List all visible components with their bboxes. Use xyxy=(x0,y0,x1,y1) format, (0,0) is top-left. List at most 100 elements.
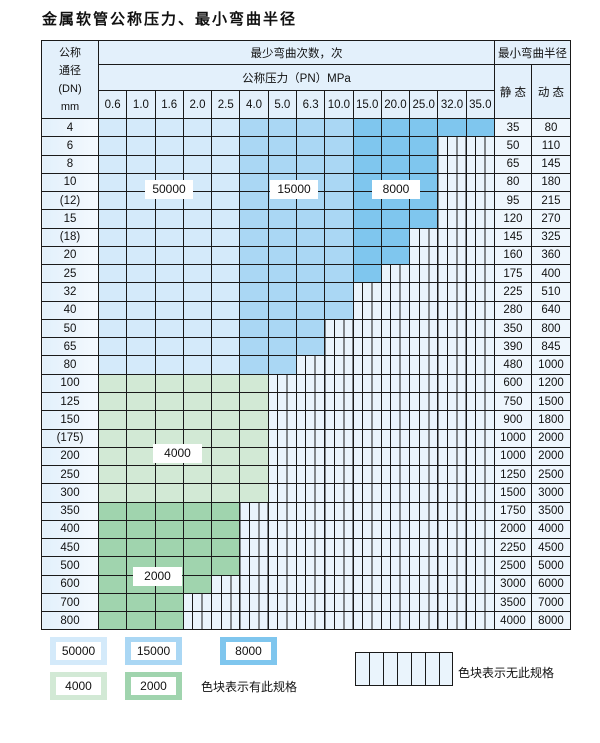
spec-available-cell xyxy=(126,519,156,540)
spec-available-cell xyxy=(126,154,156,174)
spec-available-cell xyxy=(267,154,297,174)
spec-available-cell xyxy=(182,227,213,247)
spec-unavailable-cell xyxy=(295,592,326,613)
spec-available-cell xyxy=(239,391,269,412)
spec-unavailable-cell xyxy=(437,172,467,193)
spec-available-cell xyxy=(126,245,156,266)
spec-available-cell xyxy=(126,300,156,320)
spec-available-cell xyxy=(267,337,297,357)
spec-available-cell xyxy=(182,574,213,594)
spec-available-cell xyxy=(295,227,326,247)
pressure-col-1.0: 1.0 xyxy=(126,90,156,119)
spec-unavailable-cell xyxy=(380,556,411,576)
spec-available-cell xyxy=(182,209,213,229)
spec-unavailable-cell xyxy=(380,300,411,320)
dynamic-radius-cell: 6000 xyxy=(530,574,571,594)
dynamic-radius-cell: 80 xyxy=(530,117,571,138)
spec-unavailable-cell xyxy=(409,337,439,357)
spec-unavailable-cell xyxy=(324,355,354,375)
spec-unavailable-cell xyxy=(409,245,439,266)
spec-unavailable-cell xyxy=(352,300,382,320)
table-row: 400 2000 4000 xyxy=(41,519,571,540)
spec-available-cell xyxy=(211,318,241,339)
spec-unavailable-cell xyxy=(409,538,439,558)
dynamic-radius-cell: 800 xyxy=(530,318,571,339)
spec-unavailable-cell xyxy=(465,337,495,357)
pressure-header: 公称压力（PN）MPa xyxy=(98,64,495,91)
dynamic-radius-cell: 640 xyxy=(530,300,571,320)
spec-unavailable-cell xyxy=(380,318,411,339)
spec-available-cell xyxy=(295,117,326,138)
spec-available-cell xyxy=(267,227,297,247)
spec-unavailable-cell xyxy=(295,501,326,521)
dn-cell: 700 xyxy=(41,592,99,613)
spec-unavailable-cell xyxy=(352,465,382,485)
spec-unavailable-cell xyxy=(465,391,495,412)
spec-unavailable-cell xyxy=(465,538,495,558)
dynamic-radius-cell: 2000 xyxy=(530,428,571,448)
spec-available-cell xyxy=(211,483,241,503)
spec-unavailable-cell xyxy=(267,501,297,521)
dn-cell: 100 xyxy=(41,373,99,393)
spec-unavailable-cell xyxy=(239,574,269,594)
static-radius-cell: 900 xyxy=(493,410,532,430)
spec-available-cell xyxy=(154,373,184,393)
spec-unavailable-cell xyxy=(352,410,382,430)
spec-unavailable-cell xyxy=(409,355,439,375)
spec-available-cell xyxy=(324,227,354,247)
spec-unavailable-cell xyxy=(409,611,439,631)
static-radius-cell: 1750 xyxy=(493,501,532,521)
table-row: 6 50 110 xyxy=(41,136,571,156)
spec-available-cell xyxy=(97,391,128,412)
spec-available-cell xyxy=(295,209,326,229)
spec-unavailable-cell xyxy=(465,245,495,266)
spec-available-cell xyxy=(97,611,128,631)
spec-unavailable-cell xyxy=(324,592,354,613)
spec-unavailable-cell xyxy=(324,465,354,485)
spec-unavailable-cell xyxy=(380,282,411,302)
spec-available-cell xyxy=(211,154,241,174)
spec-available-cell xyxy=(352,209,382,229)
table-row: 700 3500 7000 xyxy=(41,592,571,613)
spec-unavailable-cell xyxy=(437,410,467,430)
spec-unavailable-cell xyxy=(380,446,411,467)
spec-unavailable-cell xyxy=(380,337,411,357)
spec-unavailable-cell xyxy=(239,592,269,613)
spec-unavailable-cell xyxy=(465,282,495,302)
spec-unavailable-cell xyxy=(437,337,467,357)
spec-available-cell xyxy=(182,282,213,302)
spec-available-cell xyxy=(267,209,297,229)
spec-available-cell xyxy=(239,318,269,339)
spec-unavailable-cell xyxy=(324,428,354,448)
dynamic-header: 动 态 xyxy=(530,64,571,119)
spec-unavailable-cell xyxy=(409,501,439,521)
spec-available-cell xyxy=(126,282,156,302)
spec-available-cell xyxy=(380,117,411,138)
spec-available-cell xyxy=(97,556,128,576)
spec-unavailable-cell xyxy=(295,410,326,430)
spec-unavailable-cell xyxy=(380,373,411,393)
spec-available-cell xyxy=(97,264,128,284)
spec-available-cell xyxy=(182,117,213,138)
pressure-col-2.0: 2.0 xyxy=(182,90,213,119)
spec-unavailable-cell xyxy=(437,300,467,320)
spec-unavailable-cell xyxy=(437,154,467,174)
table-row: 50 350 800 xyxy=(41,318,571,339)
spec-unavailable-cell xyxy=(409,574,439,594)
spec-available-cell xyxy=(97,245,128,266)
spec-unavailable-cell xyxy=(352,574,382,594)
dn-cell: 40 xyxy=(41,300,99,320)
spec-available-cell xyxy=(437,117,467,138)
spec-unavailable-cell xyxy=(352,519,382,540)
spec-unavailable-cell xyxy=(409,300,439,320)
spec-unavailable-cell xyxy=(380,391,411,412)
spec-unavailable-cell xyxy=(295,465,326,485)
spec-available-cell xyxy=(97,191,128,211)
spec-available-cell xyxy=(154,391,184,412)
legend-50000: 50000 xyxy=(50,637,107,665)
spec-unavailable-cell xyxy=(465,300,495,320)
spec-unavailable-cell xyxy=(380,611,411,631)
region-label-8000: 8000 xyxy=(372,180,420,199)
spec-available-cell xyxy=(182,391,213,412)
spec-available-cell xyxy=(97,300,128,320)
